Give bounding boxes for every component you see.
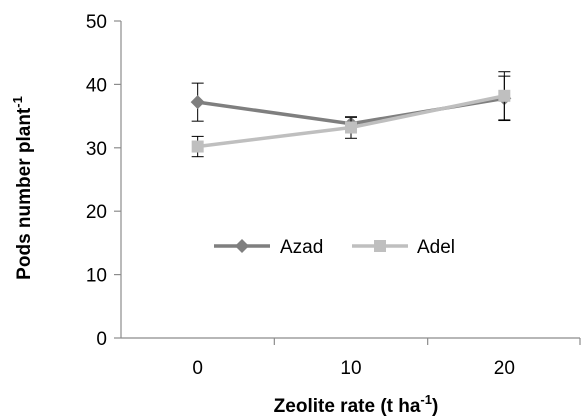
x-tick-label: 10 [340,358,361,379]
y-tick-label: 0 [96,329,107,350]
y-tick-label: 10 [86,266,107,287]
y-tick-label: 50 [86,12,107,33]
x-tick-label: 20 [494,358,515,379]
series-layer [190,71,512,158]
x-axis-title: Zeolite rate (t ha-1) [274,392,439,417]
square-marker [191,140,204,153]
square-marker [374,240,386,252]
x-tick-label: 0 [192,358,203,379]
y-tick-label: 20 [86,202,107,223]
y-axis: 0 10 20 30 40 50 [86,12,122,350]
diamond-marker [190,95,205,110]
legend-label: Azad [280,237,323,258]
square-marker [498,89,511,102]
diamond-marker [235,239,249,253]
y-axis-title: Pods number plant-1 [10,96,35,280]
y-tick-label: 30 [86,139,107,160]
legend-entry-azad: Azad [214,237,323,258]
square-marker [345,121,357,134]
x-axis: 0 10 20 [121,337,581,379]
legend-label: Adel [417,237,455,258]
series-adel [191,71,511,158]
legend: Azad Adel [214,237,455,258]
y-tick-label: 40 [86,75,107,96]
legend-entry-adel: Adel [352,237,455,258]
